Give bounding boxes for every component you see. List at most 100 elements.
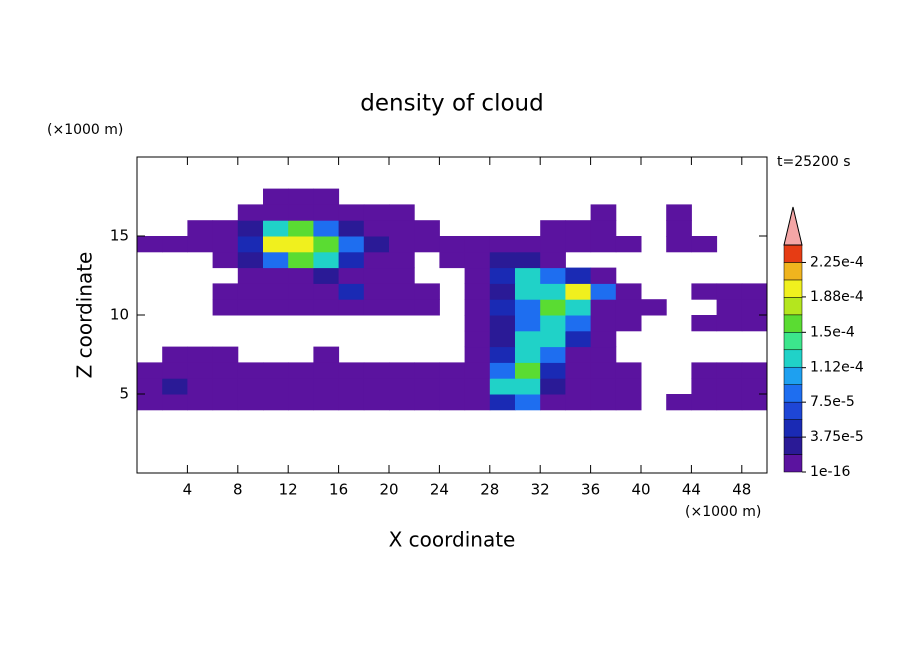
cell — [565, 362, 592, 379]
cell — [489, 299, 516, 316]
cell — [187, 346, 214, 363]
cell — [187, 220, 214, 237]
cell — [414, 394, 440, 411]
cell — [288, 283, 314, 300]
cell — [741, 378, 768, 395]
cell — [237, 299, 264, 316]
cell — [212, 236, 239, 253]
cell — [263, 299, 289, 316]
cell — [716, 378, 743, 395]
cell — [313, 251, 340, 269]
cell — [414, 283, 440, 300]
cell — [439, 362, 466, 379]
chart-title: density of cloud — [360, 91, 543, 117]
cell — [565, 299, 592, 316]
colorbar-band — [783, 436, 803, 455]
cell — [439, 251, 466, 269]
colorbar-tick-label: 1e-16 — [810, 464, 850, 480]
cell — [464, 267, 491, 284]
x-tick-label: 32 — [531, 481, 550, 499]
cell — [212, 251, 239, 269]
cell — [263, 251, 289, 269]
cell — [741, 299, 768, 316]
cell — [489, 362, 516, 379]
cell — [615, 283, 642, 300]
cell — [489, 346, 516, 363]
cell — [237, 251, 264, 269]
colorbar-tick-label: 3.75e-5 — [810, 429, 864, 445]
cell — [237, 362, 264, 379]
x-tick-label: 40 — [631, 481, 650, 499]
cell — [313, 188, 340, 205]
cell — [137, 394, 163, 411]
cell — [363, 251, 390, 269]
cell — [338, 267, 365, 284]
colorbar-band — [783, 454, 803, 473]
cell — [414, 220, 440, 237]
cell — [590, 283, 617, 300]
cell — [313, 362, 340, 379]
cell — [212, 299, 239, 316]
cell — [666, 236, 692, 253]
cell — [590, 267, 617, 284]
cell — [212, 346, 239, 363]
cell — [590, 378, 617, 395]
cell — [666, 204, 692, 221]
cell — [389, 251, 415, 269]
cell — [691, 283, 718, 300]
cell — [540, 330, 566, 348]
colorbar-band — [783, 332, 803, 351]
cell — [615, 362, 642, 379]
cell — [338, 236, 365, 253]
cell — [162, 346, 188, 363]
colorbar-tick-label: 1.12e-4 — [810, 360, 864, 376]
cell — [389, 267, 415, 284]
cell — [515, 378, 541, 395]
cell — [313, 346, 340, 363]
cell — [590, 220, 617, 237]
cell — [363, 236, 390, 253]
cell — [691, 362, 718, 379]
cell — [237, 283, 264, 300]
cell — [263, 220, 289, 237]
cell — [515, 362, 541, 379]
colorbar: 1e-16 3.75e-5 7.5e-5 1.12e-4 1.5e-4 1.88e-4 2.… — [783, 206, 864, 480]
cell — [464, 251, 491, 269]
cell — [237, 267, 264, 284]
cell — [691, 378, 718, 395]
y-unit: (×1000 m) — [47, 122, 123, 138]
cell — [389, 204, 415, 221]
cell — [212, 220, 239, 237]
cell — [540, 283, 566, 300]
cell — [489, 330, 516, 348]
cell — [363, 283, 390, 300]
cell — [288, 299, 314, 316]
cell — [338, 204, 365, 221]
x-tick-label: 8 — [233, 481, 243, 499]
cell — [414, 378, 440, 395]
colorbar-band — [783, 349, 803, 368]
cell — [489, 267, 516, 284]
cell — [263, 283, 289, 300]
cell — [212, 394, 239, 411]
cell — [464, 394, 491, 411]
cell — [515, 267, 541, 284]
cell — [464, 362, 491, 379]
cell — [540, 299, 566, 316]
cell — [565, 283, 592, 300]
cell — [540, 236, 566, 253]
colorbar-band — [783, 366, 803, 385]
cell — [237, 394, 264, 411]
cell — [389, 378, 415, 395]
colorbar-band — [783, 314, 803, 333]
cell — [288, 204, 314, 221]
cell — [162, 362, 188, 379]
cell — [464, 346, 491, 363]
cell — [263, 267, 289, 284]
cell — [263, 188, 289, 205]
cell — [313, 378, 340, 395]
cell — [162, 378, 188, 395]
cell — [363, 204, 390, 221]
